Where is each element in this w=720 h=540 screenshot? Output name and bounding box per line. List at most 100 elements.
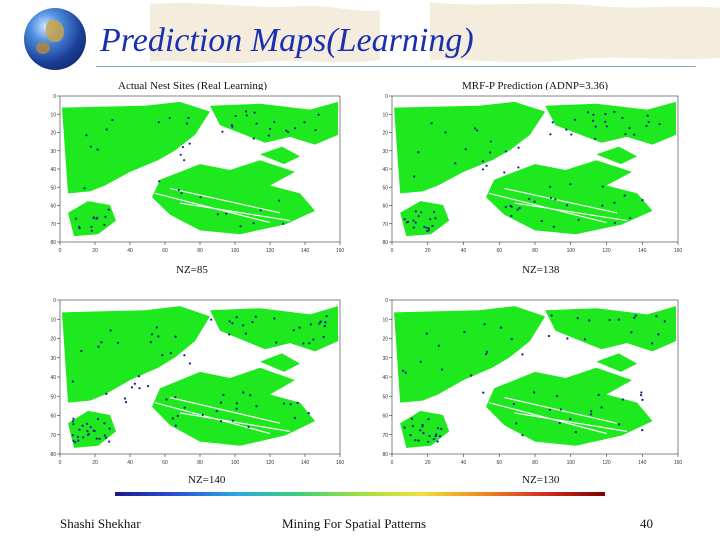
nest-site-dot bbox=[96, 216, 99, 219]
nest-site-dot bbox=[165, 398, 168, 401]
x-tick-label: 140 bbox=[301, 460, 310, 466]
nest-site-dot bbox=[594, 125, 597, 128]
nest-site-dot bbox=[183, 406, 186, 409]
nest-site-dot bbox=[71, 380, 74, 383]
nest-site-dot bbox=[436, 440, 439, 443]
y-tick-label: 10 bbox=[382, 317, 388, 323]
nest-site-dot bbox=[221, 130, 224, 133]
nest-site-dot bbox=[499, 326, 503, 329]
map-plot-prediction: 0 10 20 30 40 50 60 70 80 0 20 40 60 80 100 120 140 160 bbox=[378, 90, 684, 258]
nest-site-dot bbox=[593, 137, 597, 140]
x-tick-label: 60 bbox=[496, 460, 502, 466]
nest-site-dot bbox=[86, 429, 89, 433]
x-tick-label: 160 bbox=[336, 460, 345, 466]
nest-site-dot bbox=[517, 166, 520, 169]
nest-site-dot bbox=[259, 209, 262, 212]
nest-site-dot bbox=[554, 198, 557, 201]
nest-site-dot bbox=[413, 175, 416, 178]
land-shapes bbox=[62, 306, 338, 448]
x-tick-label: 60 bbox=[496, 248, 502, 254]
nest-site-dot bbox=[308, 342, 311, 345]
land-region bbox=[210, 306, 338, 352]
nest-site-dot bbox=[267, 134, 270, 137]
nest-site-dot bbox=[589, 410, 593, 413]
land-region bbox=[596, 353, 638, 372]
nest-site-dot bbox=[533, 391, 536, 394]
nest-site-dot bbox=[93, 429, 96, 433]
nest-site-dot bbox=[89, 145, 92, 148]
title-divider bbox=[96, 66, 696, 67]
nest-site-dot bbox=[181, 146, 184, 149]
nest-site-dot bbox=[111, 118, 114, 122]
nest-site-dot bbox=[293, 416, 297, 420]
nest-site-dot bbox=[521, 434, 524, 437]
nest-site-dot bbox=[464, 148, 467, 151]
nest-site-dot bbox=[485, 350, 489, 353]
x-tick-label: 20 bbox=[92, 460, 98, 466]
water-channel bbox=[179, 412, 291, 433]
nest-site-dot bbox=[474, 127, 477, 130]
y-tick-label: 40 bbox=[50, 375, 56, 381]
land-region bbox=[400, 201, 450, 237]
nest-site-dot bbox=[633, 316, 636, 319]
nest-site-dot bbox=[149, 340, 152, 344]
x-tick-label: 40 bbox=[127, 460, 133, 466]
water-channel bbox=[514, 202, 628, 222]
y-tick-label: 60 bbox=[50, 204, 56, 210]
nest-site-dot bbox=[483, 323, 486, 326]
nest-site-dot bbox=[234, 114, 237, 118]
nest-site-dot bbox=[548, 408, 551, 411]
x-tick-label: 60 bbox=[162, 248, 168, 254]
y-tick-label: 70 bbox=[382, 222, 388, 228]
nest-site-dot bbox=[183, 354, 186, 357]
nest-site-dot bbox=[231, 125, 234, 128]
nest-site-dot bbox=[651, 342, 654, 345]
nest-site-dot bbox=[600, 406, 603, 409]
land-region bbox=[485, 160, 653, 235]
y-tick-label: 40 bbox=[50, 167, 56, 173]
y-tick-label: 50 bbox=[382, 394, 388, 400]
nest-site-dot bbox=[254, 315, 257, 318]
water-channel bbox=[504, 187, 617, 214]
nest-site-dot bbox=[510, 214, 513, 218]
nest-site-dot bbox=[174, 396, 177, 399]
nz-label-third: NZ=140 bbox=[188, 474, 226, 486]
nest-site-dot bbox=[188, 362, 191, 365]
x-tick-label: 80 bbox=[532, 248, 538, 254]
nest-site-dot bbox=[518, 206, 521, 210]
nest-site-dot bbox=[503, 171, 506, 174]
y-tick-label: 40 bbox=[382, 167, 388, 173]
y-tick-label: 30 bbox=[50, 149, 56, 155]
land-shapes bbox=[394, 101, 676, 237]
x-tick-label: 120 bbox=[602, 460, 611, 466]
nest-site-dot bbox=[547, 334, 551, 338]
nest-site-dot bbox=[655, 315, 658, 318]
land-region bbox=[62, 306, 210, 403]
nest-site-dot bbox=[307, 412, 310, 415]
nest-site-dot bbox=[309, 323, 313, 326]
x-tick-label: 100 bbox=[567, 460, 576, 466]
nest-site-dot bbox=[325, 314, 328, 318]
nest-site-dot bbox=[296, 401, 299, 404]
nest-site-dot bbox=[130, 386, 134, 389]
nest-site-dot bbox=[590, 413, 593, 416]
nest-site-dot bbox=[312, 338, 315, 341]
nz-label-fourth: NZ=130 bbox=[522, 474, 560, 486]
nest-site-dot bbox=[657, 333, 660, 336]
nest-site-dot bbox=[419, 429, 422, 432]
nest-site-dot bbox=[231, 419, 234, 422]
y-tick-label: 0 bbox=[385, 298, 388, 304]
x-tick-label: 0 bbox=[59, 248, 62, 254]
x-tick-label: 0 bbox=[391, 248, 394, 254]
nz-label-actual: NZ=85 bbox=[176, 264, 208, 276]
nest-site-dot bbox=[425, 226, 428, 229]
nest-site-dot bbox=[71, 420, 75, 423]
nest-site-dot bbox=[617, 318, 621, 321]
y-tick-label: 10 bbox=[50, 317, 56, 323]
nest-site-dot bbox=[476, 129, 479, 132]
nest-site-dot bbox=[245, 114, 248, 117]
x-tick-label: 40 bbox=[127, 248, 133, 254]
nest-site-dot bbox=[303, 121, 306, 124]
nest-site-dot bbox=[516, 208, 519, 211]
